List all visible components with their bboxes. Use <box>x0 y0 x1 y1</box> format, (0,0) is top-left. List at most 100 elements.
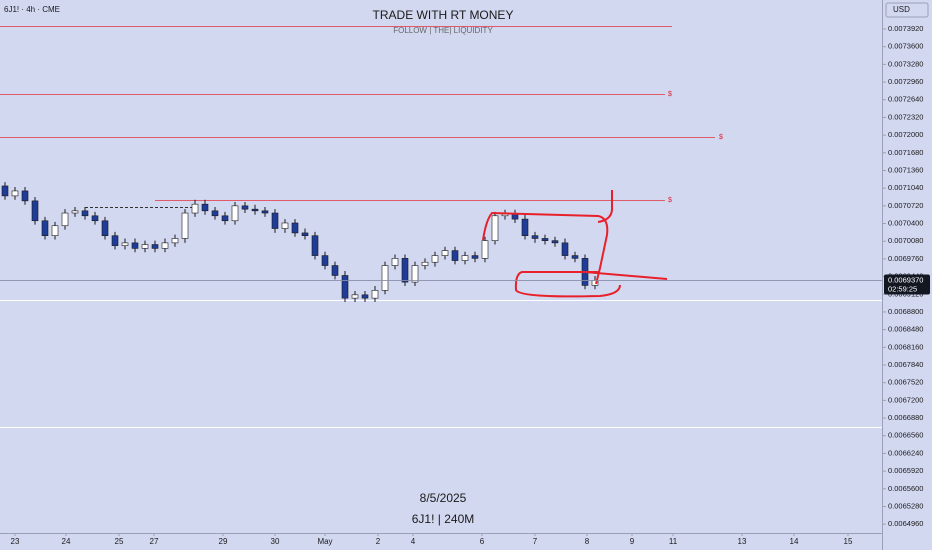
y-tick-label: 0.0069760 <box>888 254 923 263</box>
y-tick-label: 0.0066560 <box>888 431 923 440</box>
candle-body <box>401 258 409 283</box>
candle-body <box>101 220 109 236</box>
x-tick-label: 27 <box>150 537 159 546</box>
y-tick-label: 0.0064960 <box>888 519 923 528</box>
y-tick-label: 0.0072320 <box>888 112 923 121</box>
level-tag: $ <box>668 91 672 98</box>
candle-body <box>121 242 129 246</box>
candle-body <box>281 222 289 229</box>
candle-body <box>371 290 379 299</box>
candle-body <box>431 255 439 263</box>
y-tick-label: 0.0073920 <box>888 24 923 33</box>
candle-body <box>171 238 179 244</box>
y-tick-label: 0.0066880 <box>888 413 923 422</box>
y-tick-label: 0.0071360 <box>888 165 923 174</box>
currency: USD <box>893 5 910 14</box>
candle-body <box>41 220 49 236</box>
level-tag: $ <box>668 197 672 204</box>
candle-body <box>161 242 169 249</box>
price-label-box <box>884 274 930 295</box>
candle-body <box>311 235 319 256</box>
chart-subtitle: FOLLOW | THE| LIQUIDITY <box>393 26 493 35</box>
y-tick-label: 0.0071680 <box>888 148 923 157</box>
candle-body <box>241 205 249 210</box>
y-tick-label: 0.0070400 <box>888 219 923 228</box>
candle-body <box>11 190 19 197</box>
freehand-ellipse <box>514 271 621 298</box>
y-tick-label: 0.0066240 <box>888 448 923 457</box>
candle-body <box>411 265 419 283</box>
y-tick-label: 0.0067200 <box>888 395 923 404</box>
candle-body <box>201 203 209 212</box>
candle-body <box>441 250 449 256</box>
candle-body <box>51 225 59 236</box>
y-tick-label: 0.0065280 <box>888 501 923 510</box>
chart-title: TRADE WITH RT MONEY <box>373 8 514 22</box>
candle-body <box>21 190 29 202</box>
candle-body <box>481 240 489 259</box>
y-tick-label: 0.0068800 <box>888 307 923 316</box>
x-tick-label: 7 <box>533 537 538 546</box>
y-tick-label: 0.0072640 <box>888 95 923 104</box>
y-tick-label: 0.0065600 <box>888 484 923 493</box>
x-tick-label: May <box>317 537 332 546</box>
candle-body <box>221 215 229 222</box>
currency-box <box>885 2 929 18</box>
x-tick-label: 14 <box>790 537 799 546</box>
y-tick-label: 0.0073280 <box>888 59 923 68</box>
footer-symbol: 6J1! | 240M <box>412 512 474 526</box>
price-label: 0.0069370 <box>888 275 923 284</box>
x-tick-label: 23 <box>11 537 20 546</box>
freehand-line <box>597 190 613 223</box>
candle-body <box>301 232 309 236</box>
y-tick-label: 0.0067840 <box>888 360 923 369</box>
candle-body <box>91 215 99 222</box>
candle-body <box>211 210 219 217</box>
freehand-line <box>482 211 609 285</box>
candle-body <box>531 235 539 239</box>
x-tick-label: 24 <box>62 537 71 546</box>
x-tick-label: 4 <box>411 537 416 546</box>
countdown: 02:59:25 <box>888 284 917 293</box>
candle-body <box>61 212 69 227</box>
candle-body <box>181 212 189 239</box>
candle-body <box>471 255 479 259</box>
y-tick-label: 0.0070080 <box>888 236 923 245</box>
symbol: 6J1! · 4h · CME <box>4 5 60 14</box>
candle-body <box>31 200 39 222</box>
y-tick-label: 0.0068160 <box>888 342 923 351</box>
y-tick-label: 0.0072000 <box>888 130 923 139</box>
x-tick-label: 13 <box>738 537 747 546</box>
candle-body <box>321 255 329 266</box>
candle-body <box>571 255 579 259</box>
candle-body <box>191 203 199 214</box>
candle-body <box>381 265 389 291</box>
freehand-line <box>584 271 668 280</box>
candle-body <box>391 258 399 266</box>
candle-body <box>361 294 369 299</box>
x-tick-label: 30 <box>271 537 280 546</box>
candle-body <box>271 212 279 229</box>
y-tick-label: 0.0068480 <box>888 325 923 334</box>
candle-body <box>261 210 269 214</box>
x-tick-label: 25 <box>115 537 124 546</box>
level-tag: $ <box>719 134 723 141</box>
candle-body <box>521 218 529 236</box>
candle-body <box>561 242 569 256</box>
candle-body <box>81 210 89 217</box>
candle-body <box>341 275 349 299</box>
candle-body <box>71 210 79 214</box>
candle-body <box>251 208 259 212</box>
candle-body <box>461 255 469 261</box>
candle-body <box>551 240 559 244</box>
y-tick-label: 0.0071040 <box>888 183 923 192</box>
candle-body <box>151 244 159 249</box>
y-tick-label: 0.0070720 <box>888 201 923 210</box>
candle-body <box>141 244 149 249</box>
candle-body <box>541 238 549 241</box>
x-tick-label: 2 <box>376 537 381 546</box>
candle-body <box>351 294 359 299</box>
